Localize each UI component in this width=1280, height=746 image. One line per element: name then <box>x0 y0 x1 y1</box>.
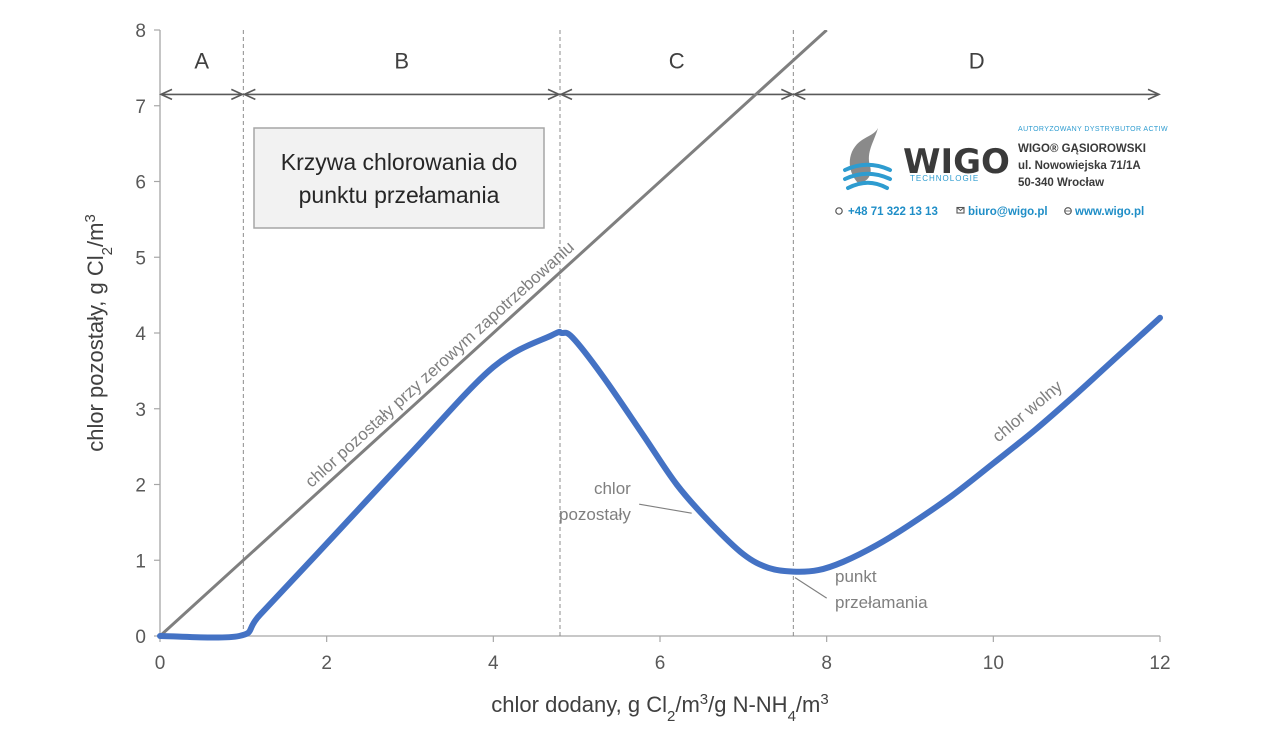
breakpoint-leader-line <box>794 577 827 599</box>
y-tick-label: 2 <box>135 476 146 497</box>
y-tick-label: 5 <box>135 248 146 269</box>
region-arrow <box>242 88 561 101</box>
x-tick-label: 12 <box>1149 653 1170 674</box>
chart-title-box: Krzywa chlorowania do punktu przełamania <box>253 127 545 229</box>
region-label: C <box>669 48 685 73</box>
x-tick-label: 8 <box>821 653 832 674</box>
wigo-logo-mark-icon <box>843 128 892 190</box>
chart-annotations: chlor pozostały przy zerowym zapotrzebow… <box>301 238 1066 613</box>
x-tick-label: 0 <box>155 653 166 674</box>
wigo-website: www.wigo.pl <box>1074 206 1144 218</box>
x-tick-label: 10 <box>983 653 1004 674</box>
wigo-technology-label: TECHNOLOGIE <box>910 174 979 183</box>
chart-series <box>157 30 1163 641</box>
phone-icon <box>835 207 843 215</box>
y-tick-label: 3 <box>135 400 146 421</box>
y-tick-label: 1 <box>135 551 146 572</box>
wigo-authorized-label: AUTORYZOWANY DYSTRYBUTOR ACTIW <box>1018 126 1168 133</box>
breakpoint-annotation-line-2: przełamania <box>835 593 928 612</box>
globe-icon <box>1064 207 1072 215</box>
chart-title-line-2: punktu przełamania <box>299 182 500 208</box>
y-tick-label: 0 <box>135 627 146 648</box>
region-arrows: A B C D <box>159 48 1161 101</box>
y-tick-label: 6 <box>135 173 146 194</box>
y-axis-title: chlor pozostały, g Cl2/m3 <box>82 214 116 452</box>
wigo-street: ul. Nowowiejska 71/1A <box>1018 160 1141 172</box>
residual-annotation-line-1: chlor <box>594 479 631 498</box>
x-tick-label: 4 <box>488 653 499 674</box>
email-icon <box>956 206 965 214</box>
chart-title-line-1: Krzywa chlorowania do <box>281 149 518 175</box>
x-tick-label: 6 <box>655 653 666 674</box>
wigo-logo: WIGO TECHNOLOGIE AUTORYZOWANY DYSTRYBUTO… <box>835 126 1168 218</box>
chlorination-curve <box>157 314 1163 641</box>
y-tick-label: 7 <box>135 97 146 118</box>
chart-title-box-frame <box>253 127 545 229</box>
y-tick-label: 8 <box>135 21 146 42</box>
wigo-phone: +48 71 322 13 13 <box>848 206 938 218</box>
region-arrow <box>159 88 245 101</box>
wigo-email: biuro@wigo.pl <box>968 206 1048 218</box>
y-tick-label: 4 <box>135 324 146 345</box>
region-label: A <box>194 48 209 73</box>
zero-demand-line <box>158 30 828 638</box>
wigo-wordmark: WIGO <box>903 142 1010 182</box>
region-label: D <box>969 48 985 73</box>
breakpoint-annotation-line-1: punkt <box>835 567 877 586</box>
wigo-city: 50-340 Wrocław <box>1018 177 1104 189</box>
x-axis-title: chlor dodany, g Cl2/m3/g N-NH4/m3 <box>491 691 828 725</box>
x-tick-label: 2 <box>321 653 332 674</box>
residual-annotation-line-2: pozostały <box>559 505 631 524</box>
region-label: B <box>394 48 409 73</box>
diagonal-annotation: chlor pozostały przy zerowym zapotrzebow… <box>301 238 577 492</box>
residual-leader-line <box>639 503 692 514</box>
region-arrow <box>792 88 1161 101</box>
wigo-company-name: WIGO® GĄSIOROWSKI <box>1018 143 1146 155</box>
